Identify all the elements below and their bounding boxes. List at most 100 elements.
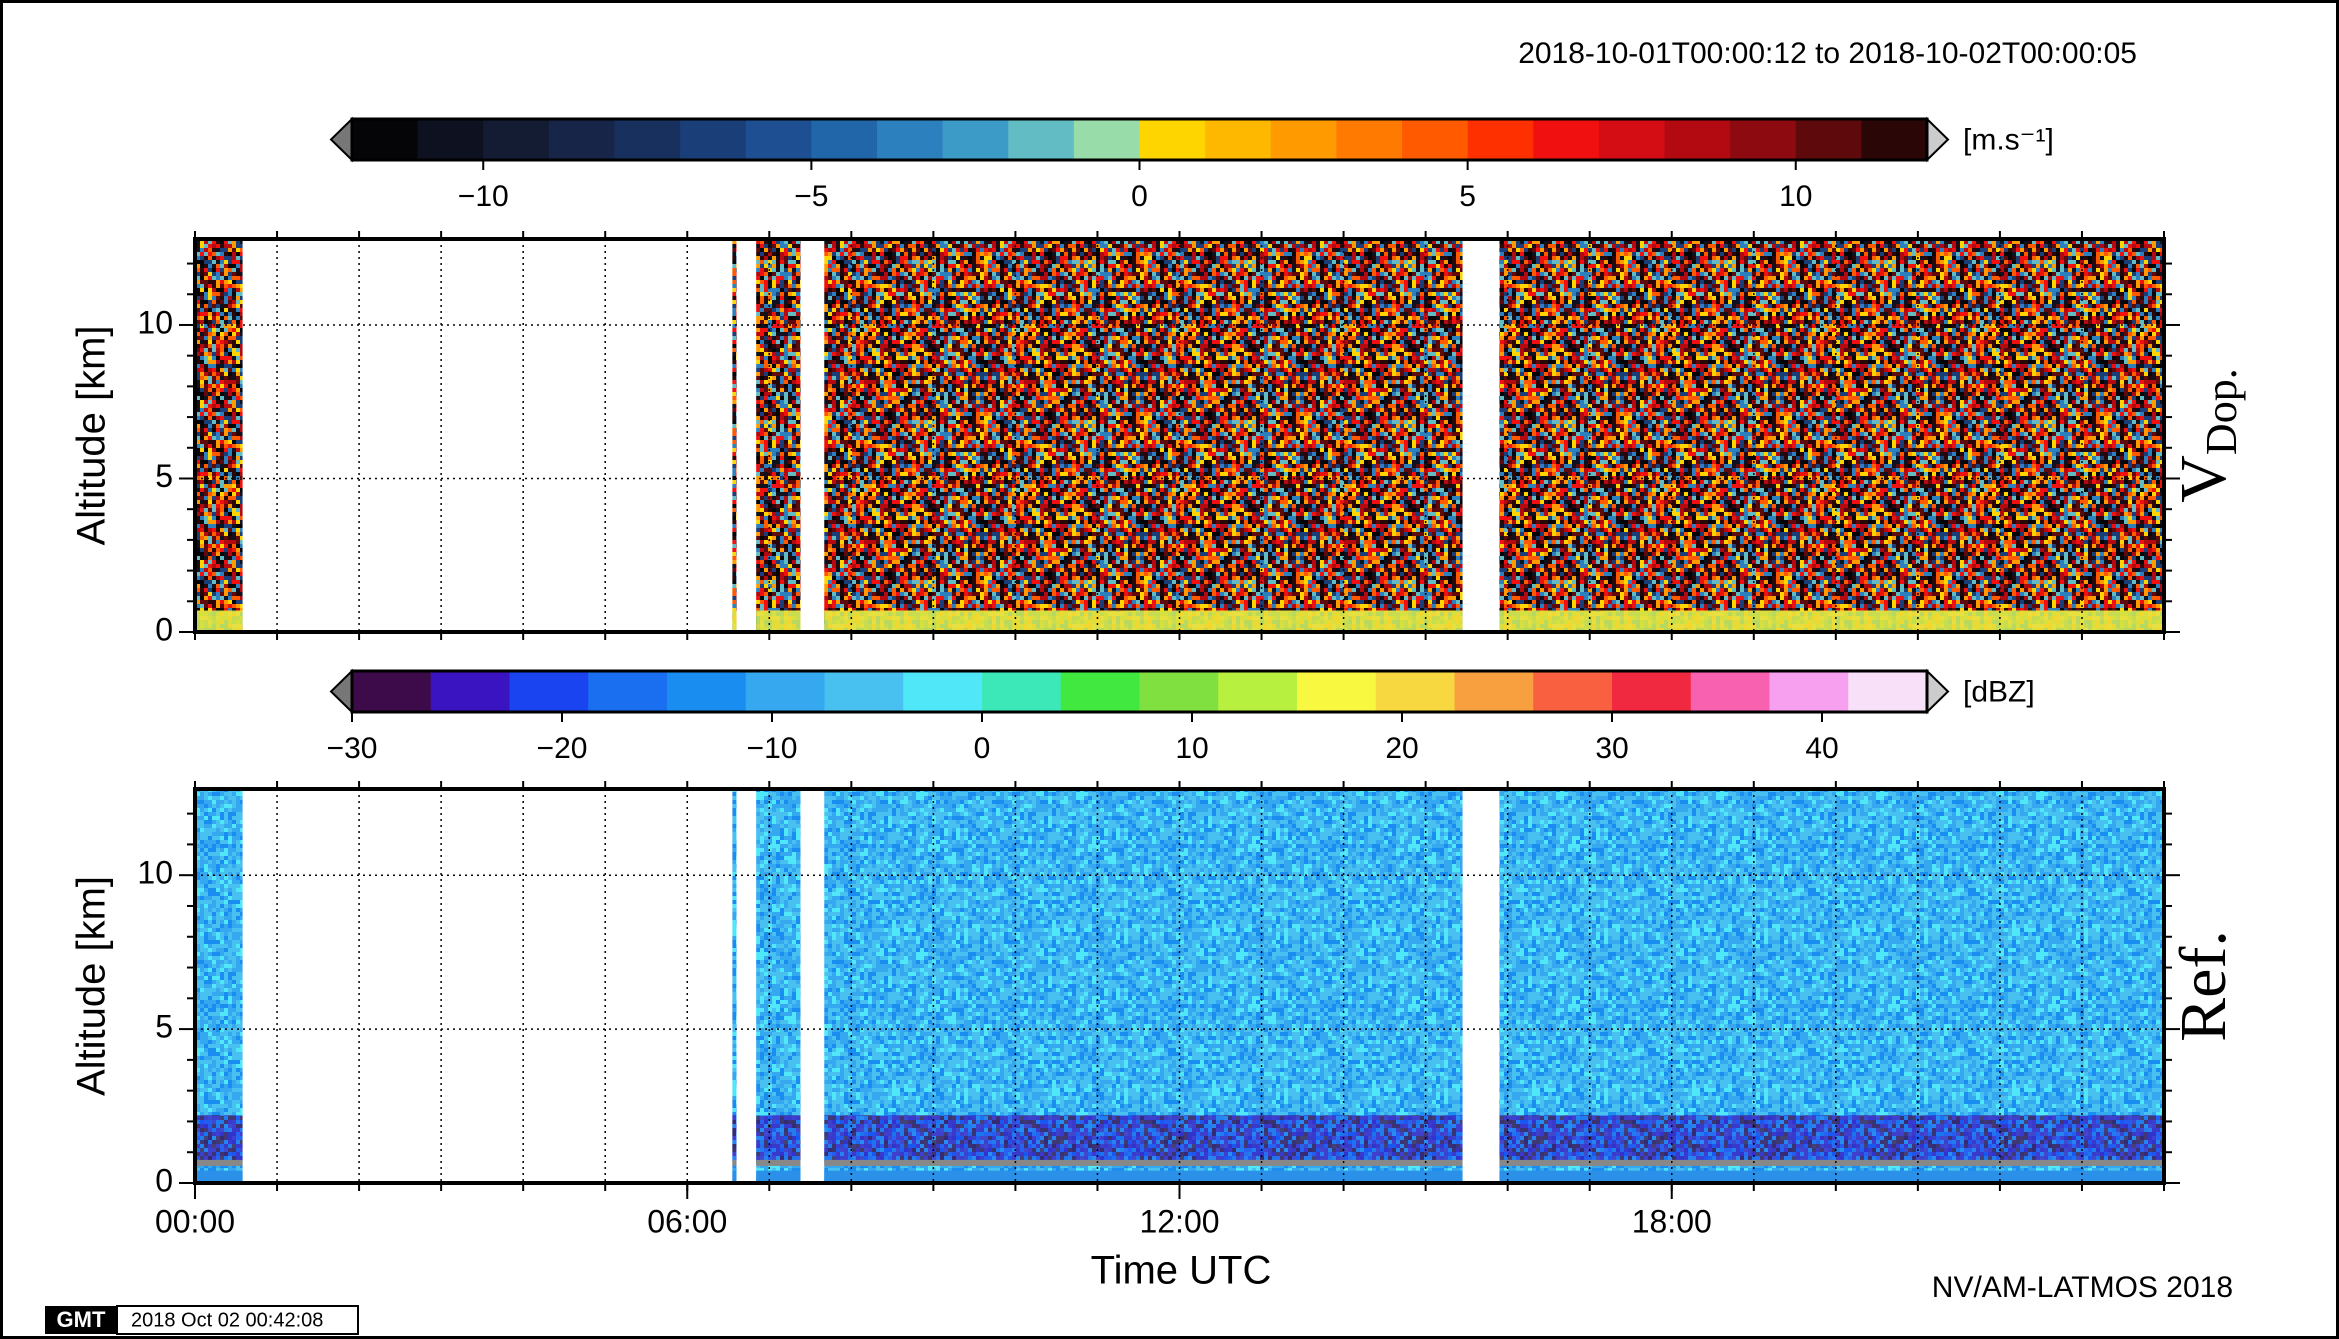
- low-band: [732, 1115, 737, 1162]
- colorbar-swatch: [1375, 671, 1455, 712]
- colorbar-tick-label: −10: [458, 180, 509, 213]
- colorbar-swatch: [745, 671, 825, 712]
- colorbar-swatch: [483, 119, 550, 160]
- y-axis-label: Altitude [km]: [70, 876, 114, 1096]
- colorbar-swatch: [1795, 119, 1862, 160]
- panel-label-main: V: [2167, 455, 2240, 503]
- low-band: [756, 1115, 801, 1162]
- y-tick-label: 0: [155, 1162, 173, 1198]
- colorbar-swatch: [430, 671, 510, 712]
- colorbar-swatch: [417, 119, 484, 160]
- x-tick-label: 18:00: [1632, 1203, 1712, 1239]
- colorbar-swatch: [548, 119, 615, 160]
- clutter-line: [732, 1159, 737, 1166]
- x-tick-label: 00:00: [155, 1203, 235, 1239]
- colorbar-swatch: [1467, 119, 1534, 160]
- plot-frame: [193, 787, 2166, 1185]
- data-span: [732, 239, 737, 632]
- clutter-line: [1499, 1159, 2164, 1166]
- colorbar-swatch: [811, 119, 878, 160]
- x-axis-label: Time UTC: [1091, 1249, 1272, 1293]
- data-span: [824, 239, 1463, 632]
- colorbar-swatch: [942, 119, 1009, 160]
- colorbar-tick-label: −30: [327, 732, 378, 765]
- low-band: [195, 1115, 243, 1162]
- colorbar-swatch: [1402, 119, 1469, 160]
- title: 2018-10-01T00:00:12 to 2018-10-02T00:00:…: [1518, 37, 2137, 70]
- colorbar-tick-label: 0: [974, 732, 991, 765]
- colorbar-swatch: [614, 119, 681, 160]
- surface-band: [824, 1170, 1463, 1183]
- surface-band: [756, 1170, 801, 1183]
- panel-label: Ref.: [2167, 930, 2240, 1042]
- colorbar-swatch: [1769, 671, 1849, 712]
- panel-label-main: Ref.: [2167, 930, 2240, 1042]
- colorbar-swatch: [1139, 671, 1219, 712]
- colorbar-swatch: [1533, 119, 1600, 160]
- x-tick-label: 06:00: [647, 1203, 727, 1239]
- logo: GMT: [57, 1307, 106, 1332]
- clutter-line: [756, 1159, 801, 1166]
- colorbar-swatch: [588, 671, 668, 712]
- colorbar-tick-label: −5: [794, 180, 828, 213]
- panel-label-sub: Dop.: [2197, 368, 2246, 455]
- colorbar-tick-label: 10: [1175, 732, 1208, 765]
- colorbar-tick-label: 30: [1595, 732, 1628, 765]
- colorbar-swatch: [1848, 671, 1928, 712]
- colorbar-swatch: [824, 671, 904, 712]
- colorbar-swatch: [877, 119, 944, 160]
- panel-label: VDop.: [2167, 368, 2246, 502]
- colorbar-frame: [350, 669, 1929, 714]
- low-band: [1499, 610, 2164, 632]
- stamp: 2018 Oct 02 00:42:08: [131, 1309, 323, 1331]
- colorbar-swatch: [1060, 671, 1140, 712]
- low-band: [732, 610, 737, 632]
- colorbar-swatch: [1008, 119, 1075, 160]
- colorbar-unit: [dBZ]: [1963, 675, 2035, 708]
- colorbar-swatch: [667, 671, 747, 712]
- colorbar-tick-label: −20: [537, 732, 588, 765]
- colorbar-swatch: [1270, 119, 1337, 160]
- clutter-line: [824, 1159, 1463, 1166]
- low-band: [824, 1115, 1463, 1162]
- low-band: [195, 610, 243, 632]
- stamp-box: [116, 1305, 359, 1335]
- colorbar-swatch: [1205, 119, 1272, 160]
- y-tick-label: 10: [137, 855, 173, 891]
- plot-frame: [193, 237, 2166, 634]
- colorbar-swatch: [903, 671, 983, 712]
- colorbar-swatch: [680, 119, 747, 160]
- y-tick-label: 5: [155, 1009, 173, 1045]
- colorbar-swatch: [352, 671, 432, 712]
- data-span: [195, 239, 243, 632]
- colorbar-swatch: [1297, 671, 1377, 712]
- colorbar-tick-label: 40: [1805, 732, 1838, 765]
- y-axis-label: Altitude [km]: [70, 325, 114, 545]
- colorbar-swatch: [1139, 119, 1206, 160]
- surface-band: [195, 1170, 243, 1183]
- colorbar-unit: [m.s⁻¹]: [1963, 123, 2054, 156]
- colorbar-swatch: [1664, 119, 1731, 160]
- colorbar-swatch: [1218, 671, 1298, 712]
- x-tick-label: 12:00: [1139, 1203, 1219, 1239]
- colorbar-swatch: [1730, 119, 1797, 160]
- clutter-line: [195, 1159, 243, 1166]
- colorbar-swatch: [1073, 119, 1140, 160]
- y-tick-label: 0: [155, 611, 173, 647]
- colorbar-swatch: [1861, 119, 1928, 160]
- colorbar-tick-label: 10: [1779, 180, 1812, 213]
- surface-band: [732, 1170, 737, 1183]
- data-span: [756, 239, 801, 632]
- colorbar-swatch: [982, 671, 1062, 712]
- data-span: [732, 789, 737, 1183]
- colorbar-swatch: [745, 119, 812, 160]
- colorbar-tick-label: 5: [1459, 180, 1476, 213]
- logo-box: [45, 1306, 117, 1334]
- colorbar-tick-label: 0: [1131, 180, 1148, 213]
- y-tick-label: 10: [137, 304, 173, 340]
- colorbar-swatch: [1690, 671, 1770, 712]
- colorbar-swatch: [509, 671, 589, 712]
- y-tick-label: 5: [155, 458, 173, 494]
